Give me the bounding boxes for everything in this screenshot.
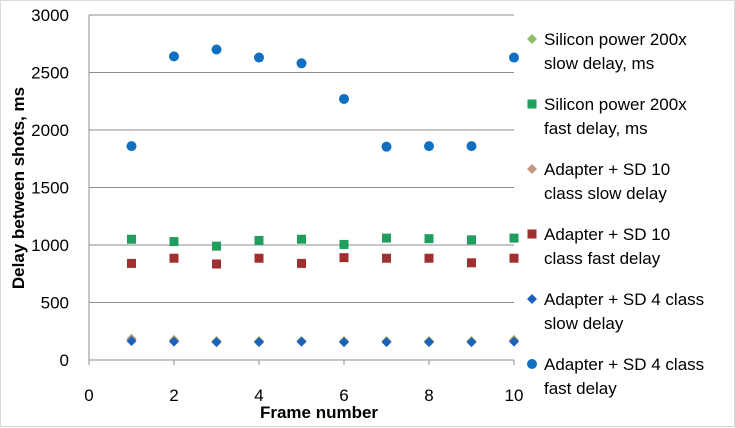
data-point-series-6 [126,141,137,152]
data-point-series-6 [296,58,307,69]
x-tick-label: 8 [424,386,433,405]
data-point-series-4 [339,253,349,263]
data-point-series-2 [424,234,434,244]
data-point-series-4 [212,259,221,269]
x-tick-label: 0 [84,386,93,405]
y-tick-label: 500 [41,294,69,313]
data-point-series-5 [381,337,392,348]
data-point-series-2 [169,237,179,247]
data-point-series-4 [254,253,264,263]
data-point-series-2 [212,241,221,251]
y-tick-label: 2000 [31,121,69,140]
data-point-series-4 [169,253,179,263]
y-tick-label: 2500 [31,64,69,83]
legend-label-series-6: Adapter + SD 4 class fast delay [544,355,704,398]
data-point-series-2 [467,235,476,245]
y-tick-label: 3000 [31,6,69,25]
axis-layer: 0 500 1000 1500 2000 2500 3000 0 2 4 6 8 10 [31,6,523,405]
data-point-series-2 [509,233,519,243]
data-point-series-5 [466,337,477,348]
data-point-series-2 [127,234,136,244]
data-point-series-6 [211,44,222,55]
legend-label-series-1: Silicon power 200x slow delay, ms [544,30,687,73]
data-point-series-4 [509,253,519,263]
data-point-series-4 [297,258,306,268]
data-point-series-6 [381,141,392,152]
legend-label-series-4: Adapter + SD 10 class fast delay [544,225,670,268]
legend-label-series-2: Silicon power 200x fast delay, ms [544,95,687,138]
x-tick-label: 6 [339,386,348,405]
x-axis-title: Frame number [260,403,378,422]
data-point-series-5 [296,336,307,347]
data-point-series-5 [424,337,434,348]
legend-marker-series-1 [527,34,537,44]
x-tick-label: 4 [254,386,263,405]
data-point-series-2 [339,239,349,249]
legend-label-series-3: Adapter + SD 10 class slow delay [544,160,670,203]
y-tick-label: 0 [60,351,69,370]
x-tick-label: 2 [169,386,178,405]
data-point-series-4 [382,253,391,263]
marks-layer [126,44,519,348]
y-tick-label: 1000 [31,236,69,255]
data-point-series-6 [509,52,519,63]
data-point-series-6 [339,93,349,104]
data-point-series-2 [297,234,306,244]
y-axis-title: Delay between shots, ms [9,87,28,289]
data-point-series-2 [382,233,391,243]
data-point-series-5 [126,336,137,347]
legend-marker-series-6 [527,359,537,369]
legend: Silicon power 200x slow delay, ms Silicon … [527,30,704,398]
legend-marker-series-5 [527,294,537,304]
data-point-series-5 [254,337,264,348]
x-tick-label: 10 [505,386,524,405]
legend-marker-series-3 [527,164,537,174]
data-point-series-4 [127,258,136,268]
data-point-series-5 [339,337,349,348]
data-point-series-5 [211,337,222,348]
grid-layer [89,14,514,361]
data-point-series-4 [424,253,434,263]
data-point-series-6 [424,141,434,152]
data-point-series-5 [509,336,519,347]
y-tick-label: 1500 [31,179,69,198]
data-point-series-6 [254,52,264,63]
legend-marker-series-2 [527,99,537,109]
data-point-series-6 [466,141,477,152]
legend-label-series-5: Adapter + SD 4 class slow delay [544,290,704,333]
data-point-series-2 [254,235,264,245]
legend-marker-series-4 [527,229,537,239]
data-point-series-5 [169,336,179,347]
data-point-series-4 [467,258,476,268]
data-point-series-6 [169,51,179,62]
